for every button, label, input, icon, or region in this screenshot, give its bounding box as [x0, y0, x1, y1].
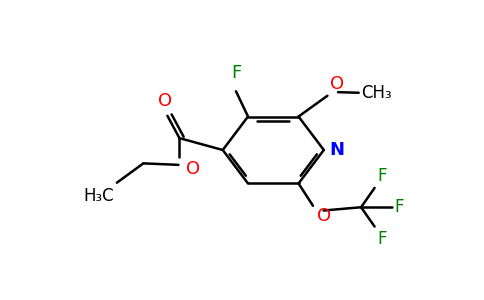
- Text: O: O: [317, 207, 331, 225]
- Text: O: O: [158, 92, 172, 110]
- Text: N: N: [330, 141, 345, 159]
- Text: CH₃: CH₃: [361, 84, 392, 102]
- Text: F: F: [395, 198, 404, 216]
- Text: O: O: [330, 75, 344, 93]
- Text: F: F: [231, 64, 241, 82]
- Text: O: O: [186, 160, 200, 178]
- Text: H₃C: H₃C: [84, 187, 115, 205]
- Text: F: F: [377, 230, 387, 247]
- Text: F: F: [377, 167, 387, 185]
